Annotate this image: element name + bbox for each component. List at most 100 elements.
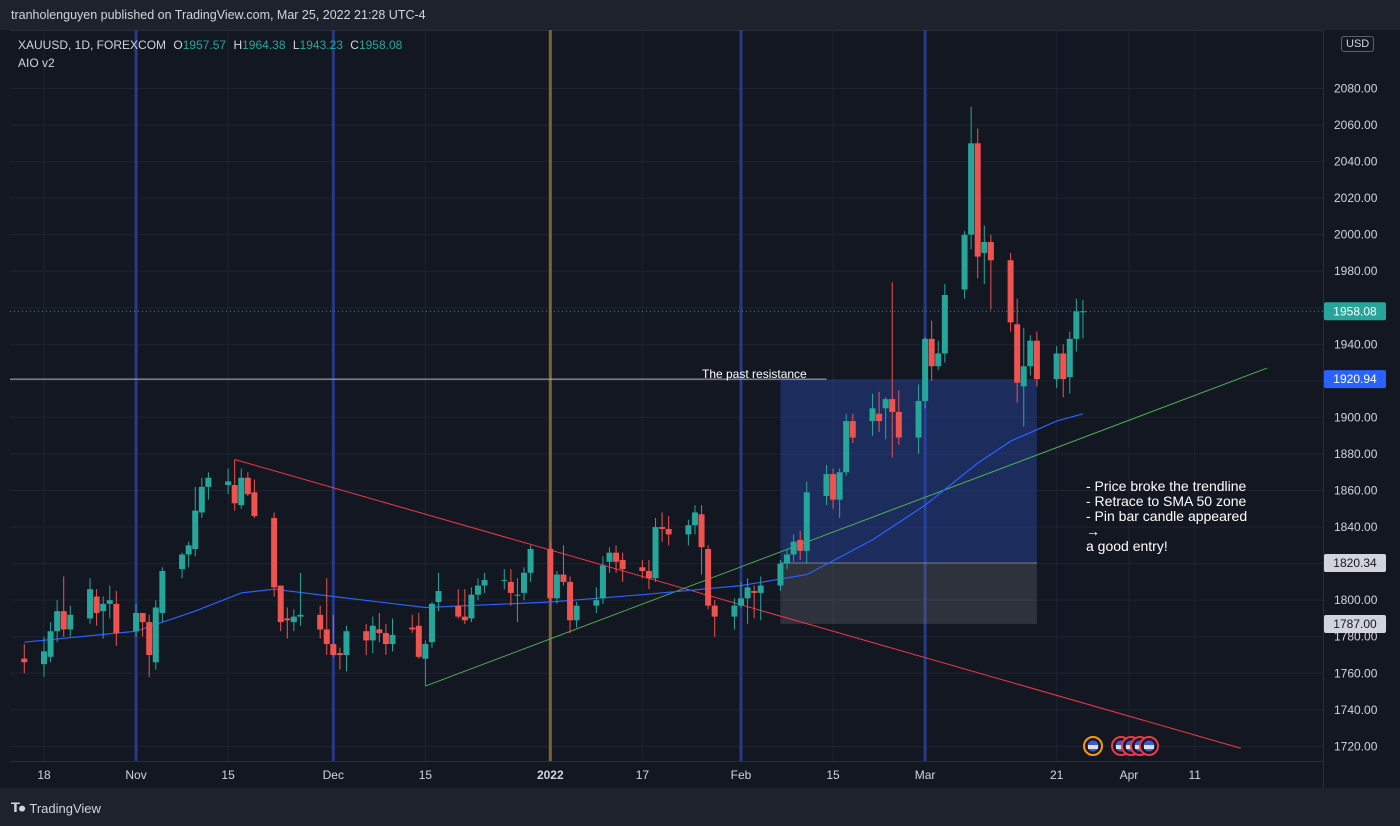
price-tag-label: 1958.08 — [1333, 304, 1377, 318]
candle-body — [343, 631, 350, 656]
event-flag-icon-stripe — [1088, 745, 1098, 749]
candle-body — [60, 611, 67, 630]
candle — [389, 618, 396, 652]
candle-body — [238, 477, 245, 506]
tradingview-logo-icon: 𝗧⦁ — [11, 800, 25, 815]
time-axis[interactable] — [10, 761, 1323, 789]
candle-body — [521, 572, 528, 593]
candle-body — [928, 338, 935, 367]
candle — [1079, 299, 1086, 339]
candle-body — [369, 625, 376, 641]
candle — [67, 605, 74, 637]
candle — [619, 552, 626, 582]
candle — [501, 569, 508, 590]
candle — [481, 572, 488, 593]
candle — [928, 320, 935, 381]
candle-body — [777, 563, 784, 586]
candle-body — [849, 421, 856, 438]
time-tick-label: 15 — [221, 768, 235, 782]
candle-body — [67, 614, 74, 630]
candle-body — [422, 644, 429, 659]
chart-svg[interactable]: 1720.00 1740.00 1760.00 1780.00 1800.00 1820.… — [0, 0, 1400, 792]
candle-body — [198, 486, 205, 513]
candle-body — [415, 625, 422, 657]
candle-body — [685, 525, 692, 535]
candle-body — [1033, 340, 1040, 380]
candle — [889, 282, 896, 458]
risk-zone — [780, 563, 1037, 624]
candle-body — [593, 600, 600, 606]
candle — [843, 413, 850, 476]
candle-body — [435, 591, 442, 603]
price-tick-label: 1980.00 — [1334, 264, 1378, 278]
candle-body — [869, 408, 876, 422]
candle — [691, 505, 698, 535]
candle-body — [560, 574, 567, 582]
symbol-legend[interactable]: XAUUSD, 1D, FOREXCOM O1957.57 H1964.38 L… — [18, 38, 402, 52]
candle — [133, 603, 140, 637]
candle-body — [455, 605, 462, 617]
candle — [553, 570, 560, 604]
candle-body — [974, 143, 981, 257]
candle — [455, 589, 462, 619]
candle-body — [987, 241, 994, 261]
trendlines — [234, 367, 1268, 749]
candle — [573, 602, 580, 628]
candle-body — [428, 603, 435, 643]
candle-body — [113, 603, 120, 634]
price-tick-label: 1740.00 — [1334, 703, 1378, 717]
candle — [139, 612, 146, 637]
currency-button[interactable]: USD — [1341, 36, 1375, 52]
tradingview-brand[interactable]: 𝗧⦁ TradingView — [11, 800, 101, 816]
time-tick-label: 15 — [826, 768, 840, 782]
time-tick-label: 11 — [1188, 768, 1201, 782]
candle — [731, 598, 738, 630]
publish-info: tranholenguyen published on TradingView.… — [11, 8, 426, 22]
candle-body — [468, 594, 475, 619]
candle-body — [941, 294, 948, 354]
candle — [435, 572, 442, 612]
note-line: a good entry! — [1086, 538, 1168, 554]
candle — [665, 516, 672, 546]
candle — [1073, 298, 1080, 352]
candle — [205, 472, 212, 500]
price-tick-label: 2060.00 — [1334, 118, 1378, 132]
candle-body — [507, 581, 514, 593]
chart-area[interactable] — [10, 30, 1323, 762]
price-tick-label: 1760.00 — [1334, 666, 1378, 680]
candle — [152, 600, 159, 670]
time-tick-label: Mar — [915, 768, 936, 782]
candle — [422, 640, 429, 687]
candle — [876, 391, 883, 433]
candle — [1027, 335, 1034, 376]
indicator-legend[interactable]: AIO v2 — [18, 56, 55, 70]
price-tick-label: 1860.00 — [1334, 484, 1378, 498]
price-tag-last — [1324, 302, 1386, 321]
price-tag-label: 1820.34 — [1333, 556, 1377, 570]
sma-50-line — [24, 413, 1084, 643]
candle — [803, 481, 810, 564]
candle — [297, 572, 304, 626]
candle — [507, 569, 514, 606]
candle-body — [613, 552, 620, 562]
candle — [54, 600, 61, 643]
candle — [613, 545, 620, 573]
candle — [974, 128, 981, 279]
candle-body — [1060, 353, 1067, 380]
candle-body — [1020, 366, 1027, 387]
trendline-up — [425, 367, 1268, 687]
candle-body — [100, 603, 107, 612]
close-label: C — [350, 38, 359, 52]
candle-body — [652, 527, 659, 579]
price-tag-level — [1324, 554, 1386, 573]
candle — [106, 585, 113, 619]
note-arrow: → — [1086, 523, 1100, 539]
candle-body — [876, 413, 883, 422]
price-axis[interactable] — [1323, 30, 1400, 792]
candle — [521, 567, 528, 601]
candle — [685, 519, 692, 546]
price-tick-label: 1840.00 — [1334, 520, 1378, 534]
candle-body — [87, 589, 94, 619]
candle — [1020, 327, 1027, 427]
candle-body — [711, 605, 718, 617]
